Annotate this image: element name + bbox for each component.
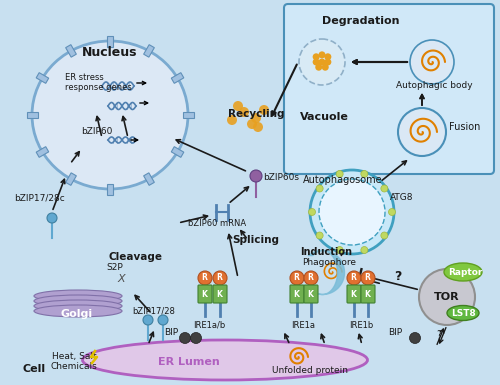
Text: bZIP17/28c: bZIP17/28c (14, 193, 65, 202)
Bar (26, 112, 38, 118)
Text: BIP: BIP (164, 328, 178, 337)
Circle shape (324, 59, 332, 65)
Bar (172, 73, 184, 83)
Text: R: R (202, 273, 207, 283)
Text: bZIP17/28: bZIP17/28 (132, 306, 175, 315)
FancyBboxPatch shape (198, 285, 212, 303)
Circle shape (361, 246, 368, 254)
Bar (144, 173, 154, 185)
Circle shape (310, 170, 394, 254)
Text: R: R (294, 273, 300, 283)
Bar (182, 112, 194, 118)
Text: K: K (307, 290, 313, 299)
Text: ATG8: ATG8 (390, 193, 413, 202)
Bar (144, 45, 154, 57)
Circle shape (324, 53, 332, 60)
Circle shape (227, 115, 237, 125)
Circle shape (233, 101, 243, 111)
Ellipse shape (34, 300, 122, 312)
Circle shape (308, 209, 316, 216)
Text: Nucleus: Nucleus (82, 46, 138, 59)
Ellipse shape (34, 295, 122, 307)
Circle shape (336, 246, 343, 254)
Circle shape (143, 315, 153, 325)
Text: K: K (216, 290, 222, 299)
Circle shape (198, 271, 212, 285)
Circle shape (247, 119, 257, 129)
Text: Raptor: Raptor (448, 268, 482, 277)
Text: K: K (201, 290, 207, 299)
FancyBboxPatch shape (213, 285, 227, 303)
FancyBboxPatch shape (347, 285, 361, 303)
Circle shape (47, 213, 57, 223)
Circle shape (213, 271, 227, 285)
Text: Fusion: Fusion (449, 122, 480, 132)
Circle shape (318, 51, 326, 59)
Circle shape (316, 232, 323, 239)
Text: K: K (293, 290, 299, 299)
Bar (172, 147, 184, 157)
Ellipse shape (32, 41, 188, 189)
Bar (107, 35, 113, 47)
Circle shape (253, 122, 263, 132)
Text: ER Lumen: ER Lumen (158, 357, 220, 367)
Bar (66, 45, 76, 57)
Circle shape (239, 107, 249, 117)
Circle shape (381, 185, 388, 192)
Circle shape (336, 171, 343, 177)
Circle shape (158, 315, 168, 325)
Text: ER stress
response genes: ER stress response genes (65, 73, 132, 92)
Text: Phagophore: Phagophore (302, 258, 356, 267)
Circle shape (398, 108, 446, 156)
Circle shape (388, 209, 396, 216)
Text: Splicing: Splicing (232, 235, 279, 245)
Circle shape (419, 269, 475, 325)
Circle shape (322, 64, 329, 71)
Circle shape (318, 59, 326, 65)
Text: bZIP60 mRNA: bZIP60 mRNA (188, 219, 246, 228)
Circle shape (361, 171, 368, 177)
Text: R: R (364, 273, 370, 283)
FancyBboxPatch shape (361, 285, 375, 303)
Text: ?: ? (394, 270, 402, 283)
Circle shape (180, 333, 190, 343)
Text: Heat, Salt
Chemicals: Heat, Salt Chemicals (50, 352, 98, 372)
Text: R: R (308, 273, 314, 283)
Circle shape (251, 113, 261, 123)
FancyBboxPatch shape (290, 285, 304, 303)
Text: IRE1a: IRE1a (291, 321, 315, 330)
Text: IRE1b: IRE1b (349, 321, 373, 330)
Text: S2P: S2P (106, 263, 123, 272)
Circle shape (381, 232, 388, 239)
Ellipse shape (82, 340, 368, 380)
Text: LST8: LST8 (451, 309, 475, 318)
Text: bZIP60: bZIP60 (81, 127, 112, 136)
Circle shape (312, 53, 320, 60)
Ellipse shape (34, 290, 122, 302)
Circle shape (316, 185, 323, 192)
Text: Vacuole: Vacuole (300, 112, 349, 122)
Circle shape (312, 59, 320, 65)
Text: Recycling: Recycling (228, 109, 284, 119)
Text: Degradation: Degradation (322, 16, 400, 26)
Circle shape (190, 333, 202, 343)
Text: TOR: TOR (434, 292, 460, 302)
Ellipse shape (34, 305, 122, 317)
Text: Golgi: Golgi (60, 309, 92, 319)
FancyBboxPatch shape (304, 285, 318, 303)
Circle shape (290, 271, 304, 285)
Text: X: X (117, 274, 124, 284)
Text: Autophagosome: Autophagosome (303, 175, 382, 185)
Text: Cleavage: Cleavage (108, 252, 162, 262)
Bar (107, 184, 113, 194)
Bar (66, 173, 76, 185)
Text: BIP: BIP (388, 328, 402, 337)
Bar (36, 73, 48, 83)
Text: K: K (350, 290, 356, 299)
Circle shape (315, 64, 322, 71)
Circle shape (319, 179, 385, 245)
Text: R: R (350, 273, 356, 283)
Ellipse shape (447, 306, 479, 320)
Circle shape (299, 39, 345, 85)
